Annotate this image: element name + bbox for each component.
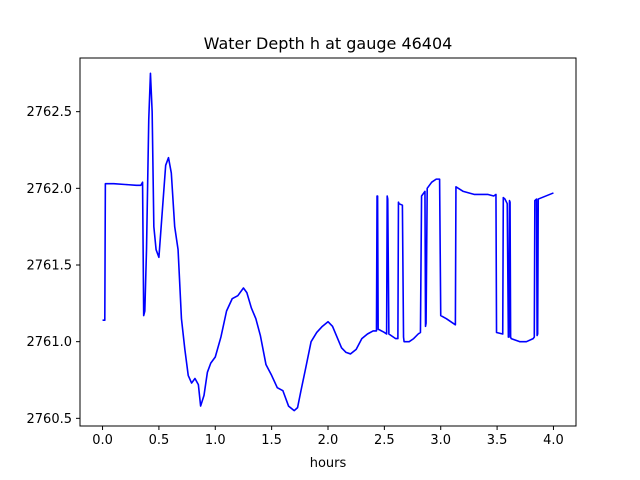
x-tick-label: 1.5	[261, 433, 282, 448]
x-tick-label: 3.0	[430, 433, 451, 448]
series-layer	[102, 72, 554, 412]
x-axis-label: hours	[310, 456, 347, 471]
x-tick-label: 0.0	[92, 433, 113, 448]
y-tick-label: 2762.0	[27, 182, 73, 197]
chart-title: Water Depth h at gauge 46404	[204, 34, 453, 53]
x-tick-label: 2.5	[374, 433, 395, 448]
x-tick-label: 1.0	[205, 433, 226, 448]
x-tick-label: 4.0	[543, 433, 564, 448]
y-tick-label: 2762.5	[27, 105, 73, 120]
y-tick-label: 2760.5	[27, 412, 73, 427]
y-tick-label: 2761.5	[27, 259, 73, 274]
x-tick-label: 3.5	[487, 433, 508, 448]
y-tick-label: 2761.0	[27, 335, 73, 350]
x-tick-label: 0.5	[149, 433, 170, 448]
x-axis: 0.0 0.5 1.0 1.5 2.0 2.5 3.0 3.5 4.0	[92, 426, 564, 448]
x-tick-label: 2.0	[318, 433, 339, 448]
y-axis: 2760.5 2761.0 2761.5 2762.0 2762.5	[27, 105, 80, 427]
series-line-0	[102, 72, 554, 412]
